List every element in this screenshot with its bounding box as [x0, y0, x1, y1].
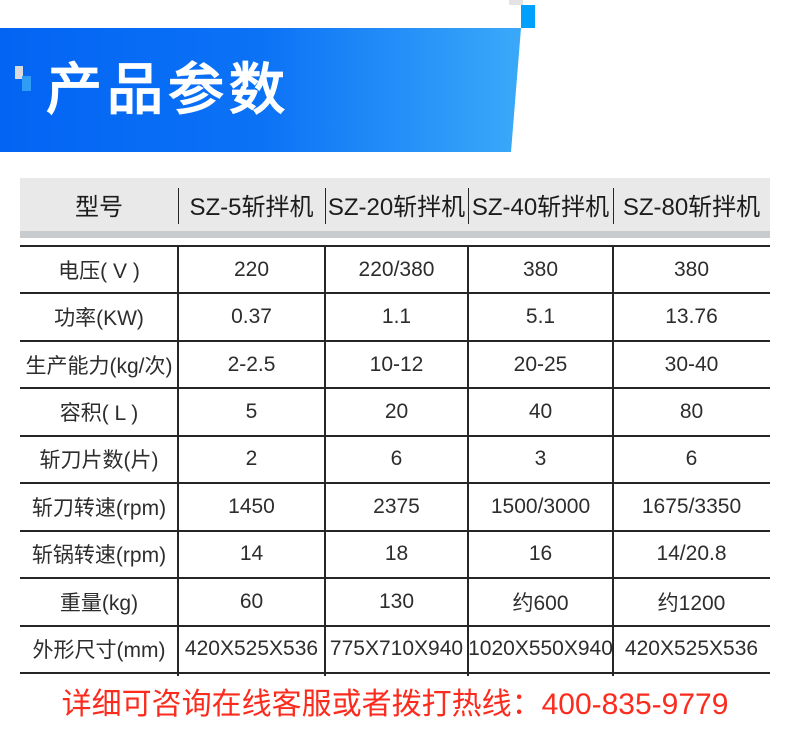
table-row: 外形尺寸(mm) 420X525X536 775X710X940 1020X550X9…	[20, 624, 770, 672]
header-cell: SZ-20斩拌机	[325, 178, 468, 231]
cell-value: 0.37	[231, 305, 272, 329]
cell-value: 约600	[512, 591, 569, 615]
cell-value: 16	[528, 542, 553, 566]
cell-value: 220/380	[358, 257, 435, 281]
deco-square-azure-top-icon	[521, 5, 535, 28]
deco-square-gray-left-icon	[15, 66, 23, 79]
cell-value: 80	[679, 400, 704, 424]
table-column-divider	[467, 245, 469, 676]
cell-value: 10-12	[369, 352, 424, 376]
deco-square-blue-left-icon	[22, 76, 31, 91]
cell-value: 380	[522, 257, 559, 281]
spec-table-header-shadow	[20, 231, 770, 238]
table-row: 斩刀转速(rpm) 1450 2375 1500/3000 1675/3350	[20, 482, 770, 529]
row-label: 容积( L )	[59, 402, 139, 426]
row-label: 斩刀转速(rpm)	[31, 496, 167, 520]
spec-table-header: 型号 SZ-5斩拌机 SZ-20斩拌机 SZ-40斩拌机 SZ-80斩拌机	[20, 178, 770, 231]
cell-value: 60	[239, 589, 264, 613]
cell-value: 18	[384, 542, 409, 566]
table-row: 斩刀片数(片) 2 6 3 6	[20, 434, 770, 482]
cell-value: 5.1	[525, 305, 556, 329]
table-row: 功率(KW) 0.37 1.1 5.1 13.76	[20, 292, 770, 339]
cell-value: 14	[239, 542, 264, 566]
cell-value: 3	[534, 447, 547, 471]
header-cell-model: 型号	[75, 194, 123, 221]
hotline-number: 400-835-9779	[541, 688, 729, 721]
table-row: 容积( L ) 5 20 40 80	[20, 387, 770, 434]
table-row: 生产能力(kg/次) 2-2.5 10-12 20-25 30-40	[20, 339, 770, 387]
table-column-divider	[612, 245, 614, 676]
table-row: 重量(kg) 60 130 约600 约1200	[20, 577, 770, 624]
cell-value: 420X525X536	[624, 637, 759, 661]
table-row: 电压( V ) 220 220/380 380 380	[20, 245, 770, 292]
row-label: 斩锅转速(rpm)	[31, 544, 167, 568]
page-title: 产品参数	[46, 58, 290, 121]
cell-value: 1675/3350	[641, 494, 742, 518]
hotline-text: 详细可咨询在线客服或者拨打热线：400-835-9779	[0, 688, 790, 722]
cell-value: 1500/3000	[490, 494, 591, 518]
row-label: 生产能力(kg/次)	[25, 354, 173, 378]
row-label: 功率(KW)	[54, 307, 144, 331]
cell-value: 130	[378, 589, 415, 613]
table-column-divider	[177, 245, 179, 676]
row-label: 电压( V )	[58, 259, 140, 283]
row-label: 外形尺寸(mm)	[32, 639, 166, 663]
cell-value: 6	[685, 447, 698, 471]
cell-value: 13.76	[665, 305, 718, 329]
row-label: 重量(kg)	[59, 591, 139, 615]
cell-value: 14/20.8	[656, 542, 727, 566]
cell-value: 20-25	[513, 352, 568, 376]
row-label: 斩刀片数(片)	[39, 449, 159, 473]
deco-square-gray-top-icon	[509, 0, 523, 5]
cell-value: 2	[245, 447, 258, 471]
table-column-divider	[324, 245, 326, 676]
cell-value: 5	[245, 400, 258, 424]
cell-value: 约1200	[657, 591, 726, 615]
cell-value: 1020X550X940	[468, 637, 613, 661]
header-banner: 产品参数	[0, 28, 521, 152]
cell-value: 775X710X940	[329, 637, 464, 661]
hotline-label: 详细可咨询在线客服或者拨打热线：	[61, 688, 542, 721]
header-cell: SZ-5斩拌机	[178, 178, 325, 231]
cell-value: 220	[233, 257, 270, 281]
cell-value: 2375	[373, 494, 420, 518]
cell-value: 40	[528, 400, 553, 424]
cell-value: 420X525X536	[184, 637, 319, 661]
cell-value: 2-2.5	[227, 352, 276, 376]
table-row: 斩锅转速(rpm) 14 18 16 14/20.8	[20, 529, 770, 577]
cell-value: 1450	[228, 494, 275, 518]
cell-value: 380	[673, 257, 710, 281]
cell-value: 30-40	[664, 352, 719, 376]
header-cell: SZ-40斩拌机	[468, 178, 613, 231]
spec-table-body: 电压( V ) 220 220/380 380 380 功率(KW) 0.37 1.1 5.1 1…	[20, 245, 770, 674]
cell-value: 1.1	[381, 305, 412, 329]
cell-value: 20	[384, 400, 409, 424]
header-cell: SZ-80斩拌机	[613, 178, 770, 231]
cell-value: 6	[390, 447, 403, 471]
